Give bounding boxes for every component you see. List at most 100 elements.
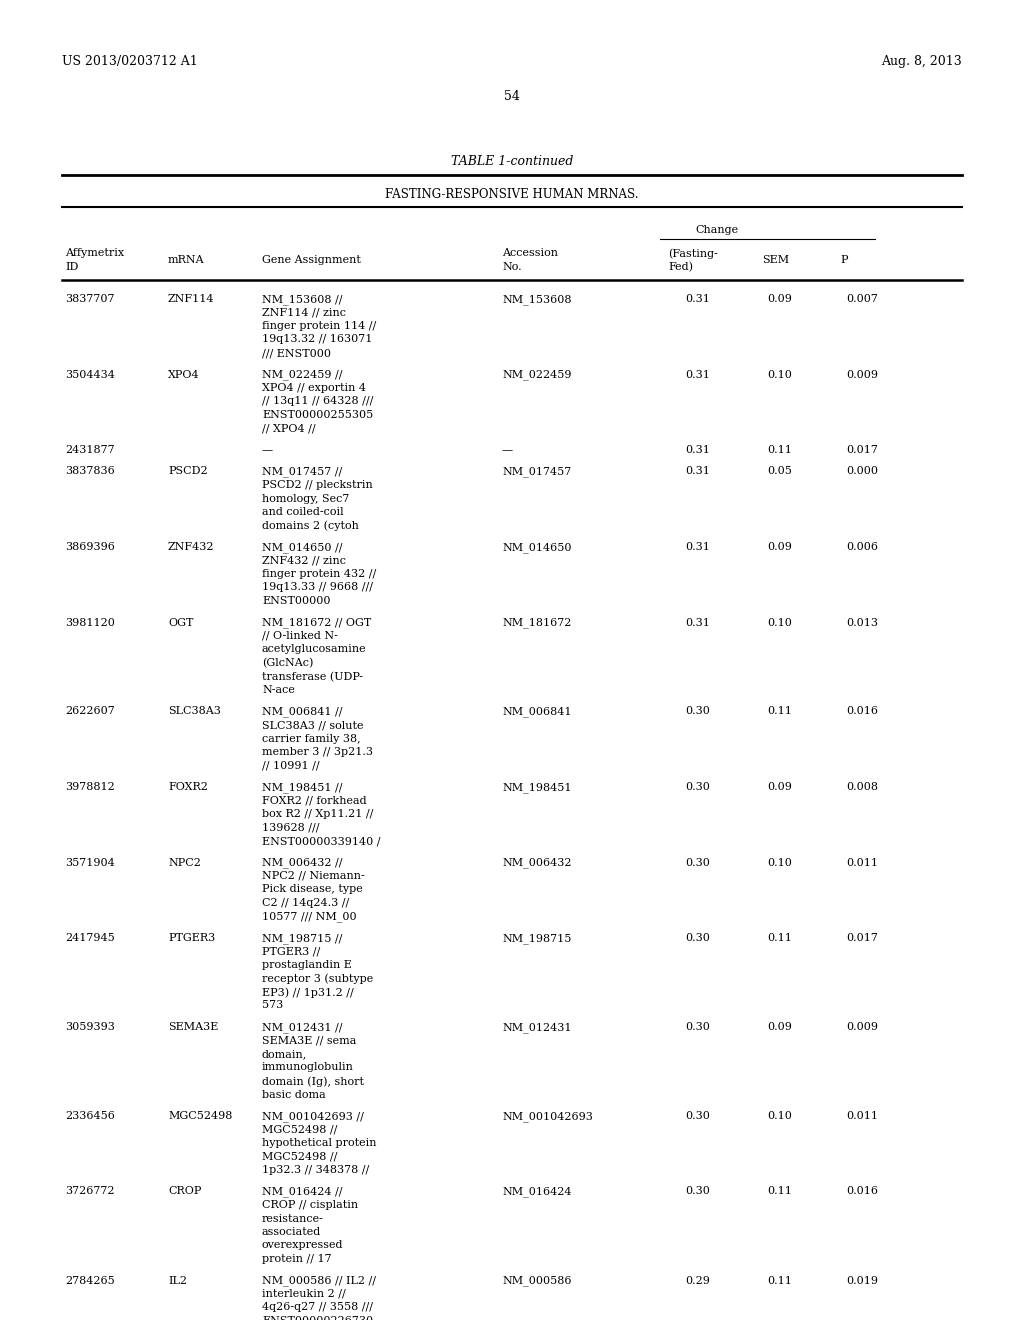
Text: SLC38A3: SLC38A3 (168, 706, 221, 717)
Text: // XPO4 //: // XPO4 // (262, 424, 315, 433)
Text: FOXR2: FOXR2 (168, 781, 208, 792)
Text: 0.10: 0.10 (767, 618, 792, 627)
Text: US 2013/0203712 A1: US 2013/0203712 A1 (62, 55, 198, 69)
Text: NM_153608: NM_153608 (502, 294, 571, 305)
Text: immunoglobulin: immunoglobulin (262, 1063, 354, 1072)
Text: NM_006841 //: NM_006841 // (262, 706, 342, 717)
Text: 54: 54 (504, 90, 520, 103)
Text: 0.017: 0.017 (846, 445, 878, 455)
Text: (Fasting-: (Fasting- (668, 248, 718, 259)
Text: acetylglucosamine: acetylglucosamine (262, 644, 367, 655)
Text: domains 2 (cytoh: domains 2 (cytoh (262, 520, 358, 531)
Text: 19q13.33 // 9668 ///: 19q13.33 // 9668 /// (262, 582, 373, 593)
Text: prostaglandin E: prostaglandin E (262, 960, 352, 970)
Text: NM_014650: NM_014650 (502, 543, 571, 553)
Text: ENST00000339140 /: ENST00000339140 / (262, 836, 381, 846)
Text: (GlcNAc): (GlcNAc) (262, 657, 313, 668)
Text: 573: 573 (262, 1001, 284, 1011)
Text: 0.30: 0.30 (685, 1022, 710, 1032)
Text: 0.31: 0.31 (685, 294, 710, 304)
Text: NM_017457 //: NM_017457 // (262, 466, 342, 478)
Text: CROP: CROP (168, 1187, 202, 1196)
Text: NM_006432 //: NM_006432 // (262, 858, 342, 869)
Text: NM_198451 //: NM_198451 // (262, 781, 342, 793)
Text: CROP // cisplatin: CROP // cisplatin (262, 1200, 358, 1210)
Text: 0.009: 0.009 (846, 1022, 878, 1032)
Text: MGC52498: MGC52498 (168, 1111, 232, 1121)
Text: 0.11: 0.11 (767, 706, 792, 717)
Text: 0.29: 0.29 (685, 1275, 710, 1286)
Text: NM_198715 //: NM_198715 // (262, 933, 342, 944)
Text: // 13q11 // 64328 ///: // 13q11 // 64328 /// (262, 396, 374, 407)
Text: ZNF432 // zinc: ZNF432 // zinc (262, 556, 346, 565)
Text: 0.11: 0.11 (767, 445, 792, 455)
Text: 0.10: 0.10 (767, 858, 792, 867)
Text: —: — (262, 445, 273, 455)
Text: No.: No. (502, 261, 521, 272)
Text: NPC2 // Niemann-: NPC2 // Niemann- (262, 871, 365, 880)
Text: 0.011: 0.011 (846, 858, 878, 867)
Text: PSCD2 // pleckstrin: PSCD2 // pleckstrin (262, 480, 373, 490)
Text: 0.009: 0.009 (846, 370, 878, 380)
Text: Accession: Accession (502, 248, 558, 257)
Text: 3059393: 3059393 (65, 1022, 115, 1032)
Text: 1p32.3 // 348378 //: 1p32.3 // 348378 // (262, 1166, 370, 1175)
Text: NPC2: NPC2 (168, 858, 201, 867)
Text: receptor 3 (subtype: receptor 3 (subtype (262, 974, 374, 985)
Text: XPO4 // exportin 4: XPO4 // exportin 4 (262, 383, 366, 393)
Text: overexpressed: overexpressed (262, 1241, 343, 1250)
Text: Gene Assignment: Gene Assignment (262, 255, 360, 265)
Text: 0.006: 0.006 (846, 543, 878, 552)
Text: NM_153608 //: NM_153608 // (262, 294, 342, 305)
Text: NM_006841: NM_006841 (502, 706, 571, 717)
Text: 0.30: 0.30 (685, 781, 710, 792)
Text: 3726772: 3726772 (65, 1187, 115, 1196)
Text: Pick disease, type: Pick disease, type (262, 884, 362, 895)
Text: 3837836: 3837836 (65, 466, 115, 477)
Text: 0.31: 0.31 (685, 370, 710, 380)
Text: finger protein 114 //: finger protein 114 // (262, 321, 376, 331)
Text: ENST00000: ENST00000 (262, 597, 331, 606)
Text: 139628 ///: 139628 /// (262, 822, 319, 833)
Text: NM_181672 // OGT: NM_181672 // OGT (262, 618, 372, 628)
Text: P: P (840, 255, 848, 265)
Text: PTGER3 //: PTGER3 // (262, 946, 321, 957)
Text: 0.10: 0.10 (767, 1111, 792, 1121)
Text: NM_016424: NM_016424 (502, 1187, 571, 1197)
Text: NM_012431 //: NM_012431 // (262, 1022, 342, 1032)
Text: SEM: SEM (762, 255, 790, 265)
Text: and coiled-coil: and coiled-coil (262, 507, 344, 517)
Text: 0.11: 0.11 (767, 933, 792, 942)
Text: 0.09: 0.09 (767, 1022, 792, 1032)
Text: MGC52498 //: MGC52498 // (262, 1151, 337, 1162)
Text: 0.016: 0.016 (846, 1187, 878, 1196)
Text: domain,: domain, (262, 1049, 307, 1059)
Text: SEMA3E: SEMA3E (168, 1022, 218, 1032)
Text: PSCD2: PSCD2 (168, 466, 208, 477)
Text: PTGER3: PTGER3 (168, 933, 215, 942)
Text: 10577 /// NM_00: 10577 /// NM_00 (262, 912, 356, 923)
Text: 0.019: 0.019 (846, 1275, 878, 1286)
Text: basic doma: basic doma (262, 1089, 326, 1100)
Text: 0.31: 0.31 (685, 445, 710, 455)
Text: // 10991 //: // 10991 // (262, 760, 319, 771)
Text: 0.09: 0.09 (767, 543, 792, 552)
Text: 0.09: 0.09 (767, 781, 792, 792)
Text: 3869396: 3869396 (65, 543, 115, 552)
Text: Change: Change (695, 224, 738, 235)
Text: member 3 // 3p21.3: member 3 // 3p21.3 (262, 747, 373, 756)
Text: NM_001042693: NM_001042693 (502, 1111, 593, 1122)
Text: interleukin 2 //: interleukin 2 // (262, 1290, 346, 1299)
Text: Affymetrix: Affymetrix (65, 248, 124, 257)
Text: 0.007: 0.007 (846, 294, 878, 304)
Text: resistance-: resistance- (262, 1213, 324, 1224)
Text: 0.30: 0.30 (685, 1187, 710, 1196)
Text: protein // 17: protein // 17 (262, 1254, 332, 1265)
Text: 0.09: 0.09 (767, 294, 792, 304)
Text: OGT: OGT (168, 618, 194, 627)
Text: 3571904: 3571904 (65, 858, 115, 867)
Text: NM_181672: NM_181672 (502, 618, 571, 628)
Text: MGC52498 //: MGC52498 // (262, 1125, 337, 1134)
Text: NM_016424 //: NM_016424 // (262, 1187, 342, 1197)
Text: 0.30: 0.30 (685, 706, 710, 717)
